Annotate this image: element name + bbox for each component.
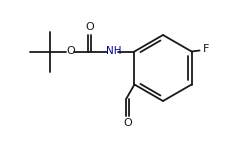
Text: NH: NH xyxy=(105,46,121,56)
Text: O: O xyxy=(85,22,94,32)
Text: O: O xyxy=(123,117,132,127)
Text: O: O xyxy=(66,46,74,56)
Text: F: F xyxy=(202,44,208,54)
